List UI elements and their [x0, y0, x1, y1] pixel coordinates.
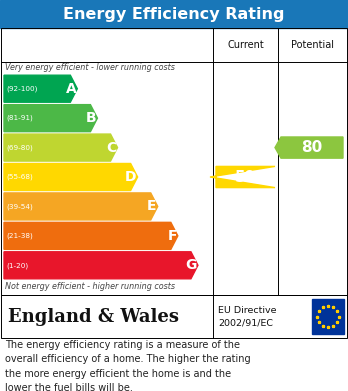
Text: D: D	[125, 170, 137, 184]
Text: Energy Efficiency Rating: Energy Efficiency Rating	[63, 7, 285, 22]
Text: Potential: Potential	[291, 40, 334, 50]
Text: 59: 59	[235, 170, 256, 185]
Bar	[312, 299, 344, 334]
Text: (39-54): (39-54)	[6, 203, 33, 210]
Text: (69-80): (69-80)	[6, 144, 33, 151]
Text: (1-20): (1-20)	[6, 262, 28, 269]
Text: Current: Current	[227, 40, 264, 50]
Bar	[1, 295, 347, 338]
Polygon shape	[210, 167, 275, 188]
Text: England & Wales: England & Wales	[8, 307, 179, 325]
Polygon shape	[4, 222, 178, 249]
Text: EU Directive
2002/91/EC: EU Directive 2002/91/EC	[218, 306, 277, 327]
Text: Not energy efficient - higher running costs: Not energy efficient - higher running co…	[5, 282, 175, 291]
Polygon shape	[275, 137, 343, 158]
Text: Very energy efficient - lower running costs: Very energy efficient - lower running co…	[5, 63, 175, 72]
Text: The energy efficiency rating is a measure of the
overall efficiency of a home. T: The energy efficiency rating is a measur…	[5, 340, 251, 391]
Text: (21-38): (21-38)	[6, 233, 33, 239]
Text: F: F	[167, 229, 177, 243]
Polygon shape	[4, 134, 118, 161]
Text: G: G	[185, 258, 197, 272]
Text: A: A	[65, 82, 76, 96]
Text: 80: 80	[301, 140, 323, 155]
Bar	[1, 28, 347, 295]
Polygon shape	[4, 105, 97, 132]
Polygon shape	[4, 75, 77, 102]
Text: B: B	[86, 111, 96, 125]
Polygon shape	[4, 252, 198, 279]
Polygon shape	[4, 163, 137, 190]
Bar	[0, 0, 348, 28]
Text: (81-91): (81-91)	[6, 115, 33, 121]
Text: (55-68): (55-68)	[6, 174, 33, 180]
Text: E: E	[147, 199, 157, 213]
Text: (92-100): (92-100)	[6, 86, 37, 92]
Polygon shape	[4, 193, 158, 220]
Text: C: C	[106, 141, 117, 154]
